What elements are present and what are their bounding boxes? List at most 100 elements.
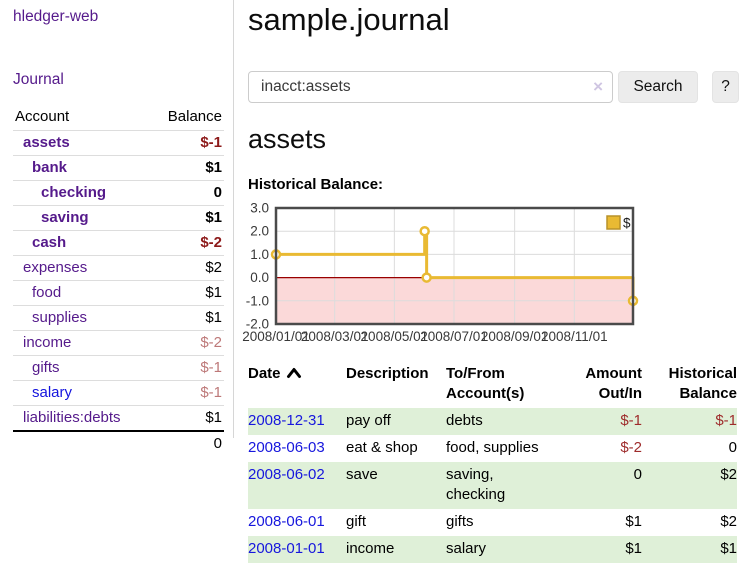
accounts-total-row: 0 bbox=[13, 430, 224, 456]
data-point-marker bbox=[421, 272, 432, 283]
account-link[interactable]: liabilities:debts bbox=[23, 409, 121, 426]
account-balance: $1 bbox=[150, 155, 224, 181]
account-row: cash $-2 bbox=[13, 230, 224, 256]
chart-title: Historical Balance: bbox=[248, 176, 384, 193]
account-link[interactable]: assets bbox=[23, 134, 70, 151]
balance-column-header: Balance bbox=[150, 104, 224, 131]
transaction-date-link[interactable]: 2008-06-01 bbox=[248, 513, 325, 530]
transaction-amount: $1 bbox=[558, 536, 642, 563]
x-axis-tick-label: 2008/09/01 bbox=[481, 329, 549, 344]
account-row: bank $1 bbox=[13, 155, 224, 181]
transaction-accounts: salary bbox=[446, 536, 558, 563]
transaction-balance: 0 bbox=[728, 439, 737, 456]
account-link[interactable]: gifts bbox=[32, 359, 60, 376]
transaction-accounts: debts bbox=[446, 408, 558, 435]
account-row: checking 0 bbox=[13, 180, 224, 206]
transaction-accounts: food, supplies bbox=[446, 439, 539, 456]
transaction-balance: $1 bbox=[642, 536, 737, 563]
account-balance: $1 bbox=[150, 280, 224, 306]
search-input[interactable] bbox=[248, 71, 613, 103]
transaction-date-link[interactable]: 2008-06-03 bbox=[248, 439, 325, 456]
x-axis-tick-label: 2008/05/01 bbox=[361, 329, 429, 344]
transaction-date-link[interactable]: 2008-01-01 bbox=[248, 540, 325, 557]
y-axis-tick-label: 2.0 bbox=[250, 224, 269, 239]
account-balance: 0 bbox=[150, 180, 224, 206]
register-column-header: Description bbox=[346, 362, 446, 408]
sort-ascending-icon bbox=[286, 368, 301, 378]
account-link[interactable]: income bbox=[23, 334, 72, 351]
sidebar-item-journal[interactable]: Journal bbox=[13, 71, 64, 88]
data-point-marker bbox=[419, 225, 430, 237]
account-balance: $-1 bbox=[150, 380, 224, 406]
transaction-accounts: saving, checking bbox=[446, 462, 558, 509]
x-axis-tick-label: 2008/11/01 bbox=[541, 329, 608, 344]
y-axis-tick-label: 3.0 bbox=[250, 201, 269, 216]
plot-border bbox=[274, 206, 635, 326]
x-axis-tick-label: 2008/03/01 bbox=[301, 329, 369, 344]
accounts-total-spacer bbox=[13, 430, 151, 456]
account-row: supplies $1 bbox=[13, 305, 224, 331]
transaction-amount: $1 bbox=[625, 513, 642, 530]
transaction-balance: $-1 bbox=[642, 408, 737, 435]
transaction-amount: $-1 bbox=[558, 408, 642, 435]
transaction-accounts: gifts bbox=[446, 513, 474, 530]
clear-search-icon[interactable]: × bbox=[593, 77, 603, 96]
transaction-balance: $2 bbox=[642, 462, 737, 509]
register-row: 2008-06-01 gift gifts $1 $2 bbox=[248, 509, 737, 536]
account-row: gifts $-1 bbox=[13, 355, 224, 381]
y-axis-tick-label: 0.0 bbox=[250, 270, 269, 285]
account-row: income $-2 bbox=[13, 330, 224, 356]
transaction-amount: 0 bbox=[558, 462, 642, 509]
account-balance: $2 bbox=[150, 255, 224, 281]
column-header-label: Historical Balance bbox=[668, 365, 737, 402]
account-balance: $1 bbox=[150, 405, 224, 432]
account-link[interactable]: food bbox=[32, 284, 62, 301]
y-axis-tick-label: -1.0 bbox=[246, 293, 269, 308]
column-header-label: Date bbox=[248, 365, 281, 382]
transaction-amount: $-2 bbox=[620, 439, 642, 456]
account-link[interactable]: checking bbox=[41, 184, 107, 201]
register-row: 2008-06-02 save saving, checking 0 $2 bbox=[248, 462, 737, 509]
transaction-description: save bbox=[346, 462, 446, 509]
account-link[interactable]: salary bbox=[32, 384, 73, 401]
transaction-date-link[interactable]: 2008-12-31 bbox=[248, 412, 325, 429]
account-link[interactable]: saving bbox=[41, 209, 89, 226]
search-button[interactable]: Search bbox=[618, 71, 698, 103]
account-balance: $-1 bbox=[150, 130, 224, 156]
brand-link[interactable]: hledger-web bbox=[13, 8, 99, 25]
column-header-label: To/From Account(s) bbox=[446, 365, 525, 402]
account-balance: $1 bbox=[150, 305, 224, 331]
transaction-date-link[interactable]: 2008-06-02 bbox=[248, 466, 325, 483]
account-row: salary $-1 bbox=[13, 380, 224, 406]
register-row: 2008-01-01 income salary $1 $1 bbox=[248, 536, 737, 563]
accounts-total-value: 0 bbox=[150, 430, 224, 456]
account-link[interactable]: cash bbox=[32, 234, 67, 251]
accounts-table: Account Balance assets $-1 bank $1 checking 0… bbox=[13, 104, 224, 456]
help-button[interactable]: ? bbox=[712, 71, 739, 103]
transaction-balance: $2 bbox=[720, 513, 737, 530]
page-title: sample.journal bbox=[248, 2, 450, 37]
search-form: × bbox=[248, 71, 613, 103]
account-row: saving $1 bbox=[13, 205, 224, 231]
y-axis-tick-label: -2.0 bbox=[246, 317, 269, 332]
register-table: Date Description To/From Account(s) Amount … bbox=[248, 362, 737, 563]
transaction-description: gift bbox=[346, 513, 367, 530]
account-balance: $-2 bbox=[150, 330, 224, 356]
account-link[interactable]: bank bbox=[32, 159, 68, 176]
account-row: liabilities:debts $1 bbox=[13, 405, 224, 432]
y-axis-tick-label: 1.0 bbox=[250, 247, 269, 262]
account-link[interactable]: supplies bbox=[32, 309, 88, 326]
column-header-label: Description bbox=[346, 365, 429, 382]
historical-balance-chart: $3.0 2.0 1.0 0.0 -1.0 -2.02008/01/012008/03/0… bbox=[242, 201, 639, 344]
account-link[interactable]: expenses bbox=[23, 259, 88, 276]
account-row: expenses $2 bbox=[13, 255, 224, 281]
account-row: food $1 bbox=[13, 280, 224, 306]
register-column-header: To/From Account(s) bbox=[446, 362, 558, 408]
account-row: assets $-1 bbox=[13, 130, 224, 156]
account-balance: $1 bbox=[150, 205, 224, 231]
legend-label: $ bbox=[623, 216, 631, 231]
account-balance: $-2 bbox=[150, 230, 224, 256]
register-column-header[interactable]: Date bbox=[248, 362, 346, 408]
accounts-table-header: Account Balance bbox=[13, 104, 224, 131]
register-row: 2008-06-03 eat & shop food, supplies $-2 0 bbox=[248, 435, 737, 462]
